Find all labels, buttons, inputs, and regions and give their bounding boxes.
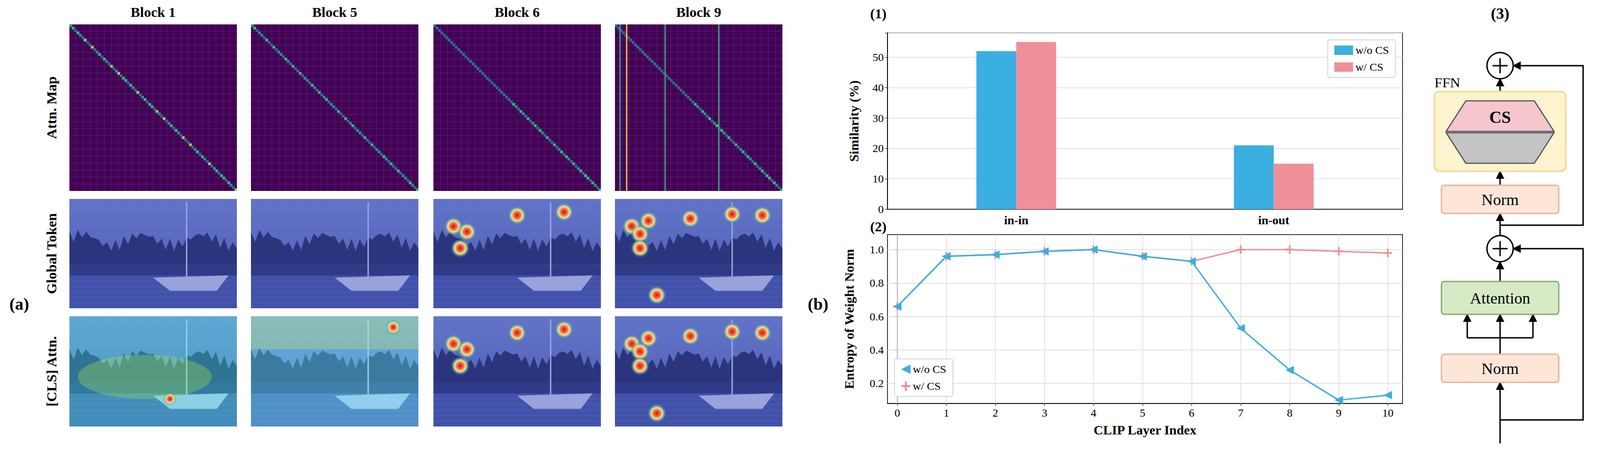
svg-text:5: 5: [1139, 406, 1146, 419]
svg-text:Attention: Attention: [1470, 289, 1531, 307]
svg-text:40: 40: [872, 81, 884, 94]
svg-text:w/o CS: w/o CS: [1355, 44, 1389, 57]
svg-text:Block 9: Block 9: [676, 4, 722, 20]
svg-text:Entropy of Weight Norm: Entropy of Weight Norm: [841, 249, 857, 389]
svg-text:1: 1: [943, 406, 949, 419]
svg-text:Block 5: Block 5: [312, 4, 358, 20]
svg-text:Norm: Norm: [1481, 190, 1519, 209]
svg-text:w/ CS: w/ CS: [912, 379, 941, 393]
svg-text:Global Token: Global Token: [43, 212, 60, 295]
svg-text:(3): (3): [1490, 4, 1510, 23]
svg-text:0.4: 0.4: [869, 343, 884, 357]
svg-text:0: 0: [894, 406, 901, 419]
svg-text:9: 9: [1335, 406, 1342, 419]
svg-text:FFN: FFN: [1434, 74, 1461, 91]
svg-text:[CLS] Attn.: [CLS] Attn.: [43, 335, 60, 407]
svg-text:30: 30: [872, 112, 884, 125]
svg-text:Norm: Norm: [1481, 359, 1519, 378]
svg-text:0: 0: [878, 203, 884, 216]
svg-text:Similarity (%): Similarity (%): [846, 80, 862, 162]
svg-text:in-out: in-out: [1258, 213, 1290, 228]
svg-text:CLIP Layer Index: CLIP Layer Index: [1093, 422, 1197, 438]
svg-text:20: 20: [872, 142, 884, 155]
svg-text:8: 8: [1286, 406, 1293, 419]
svg-text:Block 1: Block 1: [130, 4, 176, 20]
svg-text:2: 2: [992, 406, 999, 419]
svg-text:0.8: 0.8: [869, 276, 884, 289]
svg-text:6: 6: [1188, 406, 1195, 419]
svg-text:50: 50: [872, 51, 884, 64]
svg-text:0.6: 0.6: [869, 310, 884, 323]
svg-text:Attn. Map: Attn. Map: [43, 76, 60, 139]
svg-text:w/ CS: w/ CS: [1355, 60, 1384, 74]
svg-text:1.0: 1.0: [869, 243, 884, 256]
svg-text:w/o CS: w/o CS: [912, 363, 947, 376]
svg-text:4: 4: [1090, 406, 1097, 419]
svg-text:CS: CS: [1489, 107, 1511, 127]
svg-text:(a): (a): [9, 294, 30, 314]
svg-text:in-in: in-in: [1003, 213, 1029, 228]
svg-text:(2): (2): [870, 218, 887, 235]
svg-text:10: 10: [1382, 406, 1394, 419]
svg-text:Block 6: Block 6: [494, 4, 540, 20]
svg-text:3: 3: [1041, 406, 1048, 419]
svg-text:7: 7: [1237, 406, 1244, 419]
svg-text:(1): (1): [870, 5, 887, 22]
svg-text:10: 10: [872, 172, 884, 185]
svg-text:(b): (b): [807, 294, 829, 314]
svg-text:0.2: 0.2: [869, 377, 884, 390]
